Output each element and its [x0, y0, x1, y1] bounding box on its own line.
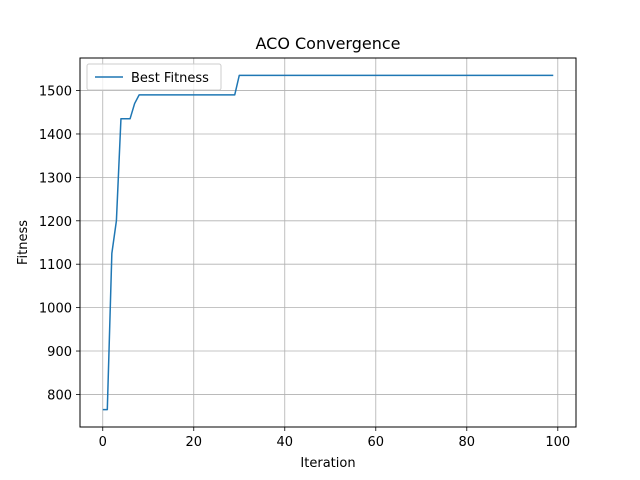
y-tick-label: 1000: [39, 302, 72, 317]
plot-frame: [79, 57, 577, 428]
grid: [80, 58, 576, 427]
y-axis-label: Fitness: [16, 220, 31, 265]
x-axis-ticks: 0 20 40 60 80 100: [99, 427, 570, 450]
y-tick-label: 1100: [39, 258, 72, 273]
legend-box: [86, 63, 222, 91]
x-tick-label: 40: [276, 435, 293, 450]
y-axis-ticks: 800 900 1000 1100 1200 1300 1400 1500: [39, 85, 80, 403]
series-layer: [102, 74, 554, 411]
y-tick-label: 800: [47, 388, 72, 403]
y-tick-label: 1200: [39, 215, 72, 230]
y-tick-label: 1500: [39, 85, 72, 100]
series-line-best-fitness: [102, 74, 554, 411]
y-tick-label: 1400: [39, 128, 72, 143]
y-tick-label: 1300: [39, 171, 72, 186]
chart-title: ACO Convergence: [255, 34, 400, 53]
x-tick-label: 20: [185, 435, 202, 450]
x-tick-label: 100: [545, 435, 570, 450]
x-tick-label: 80: [459, 435, 476, 450]
legend-label-best-fitness: Best Fitness: [131, 71, 209, 86]
legend: Best Fitness: [86, 63, 222, 91]
x-axis-label: Iteration: [300, 456, 355, 471]
x-tick-label: 60: [368, 435, 385, 450]
x-tick-label: 0: [99, 435, 107, 450]
y-tick-label: 900: [47, 345, 72, 360]
